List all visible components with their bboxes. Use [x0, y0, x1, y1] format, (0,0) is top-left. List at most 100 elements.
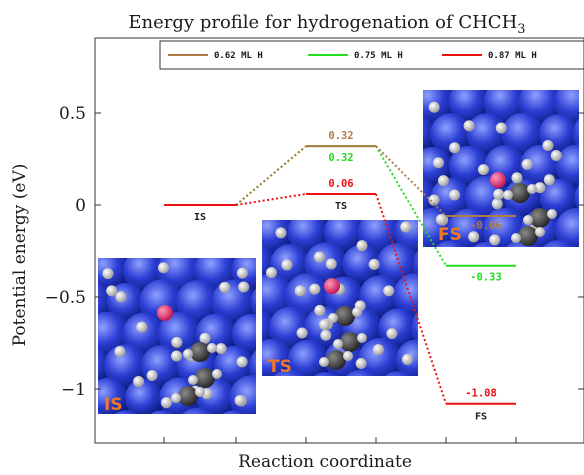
hydrogen-atom [477, 164, 489, 176]
surface-atom [539, 178, 579, 218]
hydrogen-atom [437, 175, 449, 187]
y-tick-label: 0.5 [59, 104, 86, 124]
hydrogen-atom [468, 231, 480, 243]
connector [235, 192, 307, 206]
hydrogen-atom [534, 182, 546, 194]
surface-atom [213, 345, 255, 387]
value-label: -0.33 [470, 272, 502, 284]
hydrogen-atom [400, 221, 412, 233]
surface-atom [157, 311, 203, 357]
surface-atom [265, 375, 310, 420]
surface-atom [359, 275, 401, 317]
x-axis-label: Reaction coordinate [238, 452, 412, 472]
inset-is [51, 218, 310, 420]
value-labels: 0.32 -0.06 0.32 -0.33 0.06 -1.08 IS TS FS [194, 130, 502, 423]
surface-atom [231, 313, 256, 355]
surface-atom [248, 350, 256, 382]
hydrogen-atom [357, 333, 367, 343]
hydrogen-atom [199, 332, 211, 344]
surface-atom [384, 371, 412, 376]
value-label: -1.08 [465, 388, 497, 400]
hydrogen-atom [106, 285, 118, 297]
hydrogen-atom [428, 101, 440, 113]
hydrogen-atom [356, 240, 368, 252]
carbon-atom [530, 208, 550, 228]
hydrogen-atom [386, 328, 398, 340]
legend: 0.62 ML H 0.75 ML H 0.87 ML H [159, 40, 584, 70]
connector [375, 193, 447, 405]
hydrogen-atom [171, 350, 183, 362]
state-label-fs: FS [475, 412, 487, 423]
surface-atom [51, 249, 92, 290]
surface-atom [106, 218, 146, 258]
connector [375, 145, 447, 267]
series-0-87-ml-h [164, 192, 516, 405]
surface-atom [447, 208, 491, 247]
hydrogen-atom [491, 198, 503, 210]
hydrogen-atom [207, 343, 217, 353]
surface-atom [501, 112, 545, 156]
hydrogen-atom [523, 215, 533, 225]
surface-atom [262, 374, 265, 376]
hydrogen-atom [383, 285, 395, 297]
surface-atom [413, 250, 418, 278]
carbon-atom [326, 350, 346, 370]
hydrogen-atom [542, 139, 554, 151]
hydrogen-atom [157, 262, 169, 274]
hydrogen-atom [102, 268, 114, 280]
surface-atom [448, 145, 490, 187]
inset-label-ts: TS [268, 357, 292, 377]
surface-atom [114, 410, 138, 414]
surface-atom [282, 220, 298, 222]
surface-atom [225, 258, 243, 260]
hydrogen-atom [161, 397, 173, 409]
hydrogen-atom [275, 227, 287, 239]
surface-atom [430, 113, 472, 155]
hydrogen-atom [355, 358, 367, 370]
hydrogen-atom [171, 336, 183, 348]
y-ticks: 0.5 0 −0.5 −1 [45, 104, 584, 443]
hydrogen-atom [146, 370, 158, 381]
chart-title: Energy profile for hydrogenation of CHCH… [128, 12, 525, 37]
hydrogen-atom [320, 329, 332, 341]
surface-atom [122, 312, 166, 356]
connector [375, 145, 447, 217]
hydrogen-atom [313, 251, 325, 263]
hydrogen-atom [314, 304, 326, 316]
hydrogen-atom [195, 387, 205, 397]
surface-atom [52, 314, 93, 355]
surface-atom [578, 246, 579, 247]
surface-atom [314, 372, 338, 376]
hydrogen-atom [212, 369, 222, 379]
adsorbed-hydrogen-atom [157, 305, 173, 321]
hydrogen-atom [114, 345, 126, 357]
hydrogen-atom [281, 259, 293, 271]
legend-entry: 0.62 ML H [214, 51, 263, 61]
hydrogen-atom [432, 157, 444, 169]
hydrogen-atom [183, 349, 193, 359]
inset-fs [423, 90, 579, 247]
surface-atom [554, 207, 579, 247]
surface-atom [432, 340, 473, 381]
hydrogen-atom [511, 233, 521, 243]
hydrogen-atom [309, 283, 321, 295]
hydrogen-atom [234, 394, 246, 406]
surface-atom [448, 90, 490, 123]
surface-atom [98, 410, 104, 414]
surface-atom [124, 378, 164, 414]
surface-atom [213, 209, 258, 254]
surface-atom [250, 288, 256, 316]
hydrogen-atom [328, 313, 338, 323]
hydrogen-atom [449, 189, 461, 201]
y-tick-label: 0 [75, 196, 86, 216]
hydrogen-atom [428, 194, 440, 206]
surface-atom [273, 369, 307, 376]
surface-atom [542, 239, 576, 247]
legend-entry: 0.75 ML H [354, 51, 403, 61]
hydrogen-atom [136, 321, 148, 333]
hydrogen-atom [219, 281, 231, 293]
surface-atom [222, 410, 246, 414]
hydrogen-atom [372, 344, 384, 356]
state-label-is: IS [194, 212, 206, 223]
adsorbed-hydrogen-atom [324, 278, 340, 294]
